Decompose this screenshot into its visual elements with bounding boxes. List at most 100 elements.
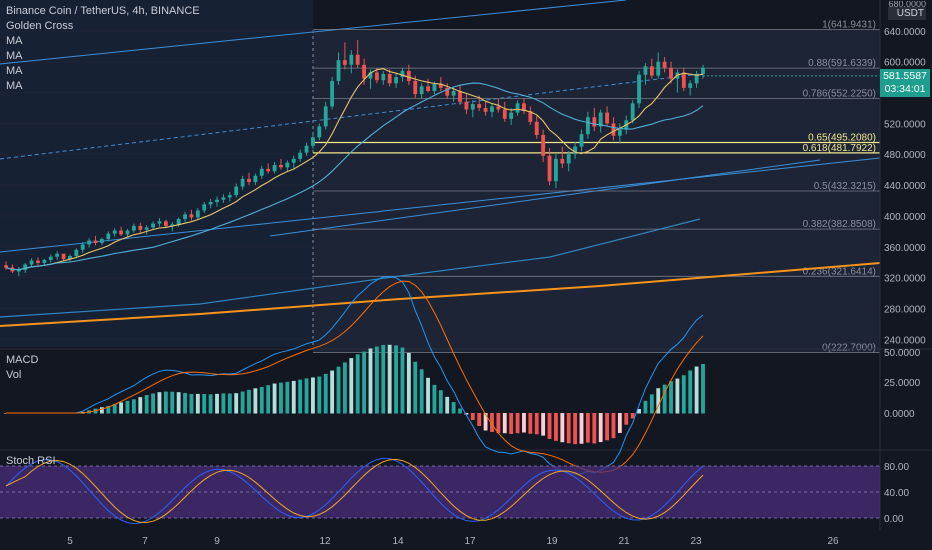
macd-histogram-bar [611, 413, 616, 439]
candle-body [330, 80, 335, 107]
candle-body [285, 162, 290, 168]
candle-body [195, 210, 200, 218]
candle-body [144, 227, 149, 230]
candle-body [509, 112, 514, 119]
macd-histogram-bar [259, 386, 264, 414]
macd-histogram-bar [688, 370, 693, 414]
macd-histogram-bar [502, 413, 507, 434]
candle-body [592, 117, 597, 127]
stoch-tick-label: 0.00 [884, 514, 904, 525]
candle-body [611, 123, 616, 136]
macd-histogram-bar [125, 400, 130, 414]
candle-body [694, 74, 699, 84]
candle-body [541, 134, 546, 156]
ma-mid-line [5, 82, 704, 271]
candle-body [496, 106, 501, 110]
fib-level-label: 0.382(382.8508) [803, 219, 876, 230]
candle-body [125, 230, 130, 235]
candle-body [304, 145, 309, 153]
candle-body [406, 70, 411, 81]
macd-histogram-bar [304, 378, 309, 414]
candle-body [413, 80, 418, 95]
y-tick-label: 360.0000 [884, 243, 926, 254]
ma-long-line [0, 262, 881, 327]
candle-body [458, 90, 462, 102]
macd-histogram-bar [483, 413, 488, 431]
candle-body [387, 74, 392, 84]
candle-body [522, 103, 526, 112]
candle-body [23, 264, 28, 270]
candle-body [490, 106, 494, 112]
macd-pane-label: MACD Vol [6, 353, 38, 383]
fib-level-label: 0.236(321.6414) [803, 266, 876, 277]
macd-histogram-bar [662, 384, 667, 414]
candle-body [419, 86, 424, 95]
x-tick-label: 26 [827, 536, 839, 547]
unit-label: USDT [888, 7, 926, 20]
candle-body [176, 218, 181, 225]
candle-body [560, 158, 565, 164]
macd-histogram-bar [387, 344, 392, 414]
macd-histogram-bar [470, 413, 475, 421]
y-tick-label: 400.0000 [884, 212, 926, 223]
x-tick-label: 14 [392, 536, 404, 547]
macd-histogram-bar [131, 399, 136, 414]
candle-body [336, 60, 341, 81]
macd-histogram-bar [272, 383, 277, 414]
macd-histogram-bar [362, 351, 367, 414]
macd-histogram-bar [419, 369, 424, 414]
macd-histogram-bar [279, 382, 283, 414]
macd-histogram-bar [458, 408, 462, 414]
macd-histogram-bar [432, 384, 437, 414]
candle-body [400, 70, 405, 78]
candle-body [637, 74, 641, 104]
candle-body [630, 103, 635, 121]
candle-body [317, 126, 322, 138]
candle-body [253, 175, 258, 182]
candle-body [189, 214, 194, 218]
candle-body [528, 111, 533, 122]
macd-histogram-bar [189, 393, 194, 414]
macd-tick-label: 50.0000 [884, 348, 921, 359]
candle-body [342, 60, 347, 65]
candle-body [240, 178, 245, 187]
candle-body [323, 106, 328, 127]
legend-ma-2: MA [6, 50, 23, 62]
candle-body [291, 158, 296, 163]
y-tick-label: 640.0000 [884, 27, 926, 38]
x-tick-label: 17 [464, 536, 476, 547]
macd-histogram-bar [240, 391, 245, 414]
candle-body [227, 195, 232, 198]
bar-countdown: 03:34:01 [884, 83, 926, 95]
macd-histogram-bar [528, 413, 533, 434]
price-top-label: 680.0000 [888, 1, 926, 7]
candle-body [42, 259, 47, 263]
candle-body [279, 165, 283, 168]
x-tick-label: 21 [618, 536, 630, 547]
vol-label: Vol [6, 369, 22, 381]
candle-body [451, 90, 456, 96]
channel-line [0, 0, 627, 65]
candle-body [515, 103, 520, 113]
macd-histogram-bar [227, 393, 232, 414]
macd-histogram-bar [381, 344, 386, 414]
candle-body [349, 54, 354, 65]
macd-histogram-bar [247, 389, 251, 414]
candle-body [234, 186, 239, 196]
candle-body [426, 86, 430, 91]
macd-histogram-bar [656, 388, 661, 414]
macd-histogram-bar [176, 392, 181, 414]
macd-histogram-bar [426, 377, 430, 414]
macd-histogram-bar [643, 400, 648, 414]
candle-body [688, 83, 693, 88]
x-tick-label: 23 [690, 536, 702, 547]
candle-body [266, 168, 271, 172]
fib-level-label: 0.5(432.3215) [814, 181, 876, 192]
candle-body [470, 104, 475, 110]
candle-body [534, 121, 539, 135]
candle-body [208, 202, 213, 205]
last-price-tag: 581.5587 03:34:01 [880, 69, 930, 97]
candle-body [16, 269, 21, 272]
stoch-pane-label: Stoch RSI [6, 454, 56, 469]
macd-histogram-bar [592, 413, 597, 444]
